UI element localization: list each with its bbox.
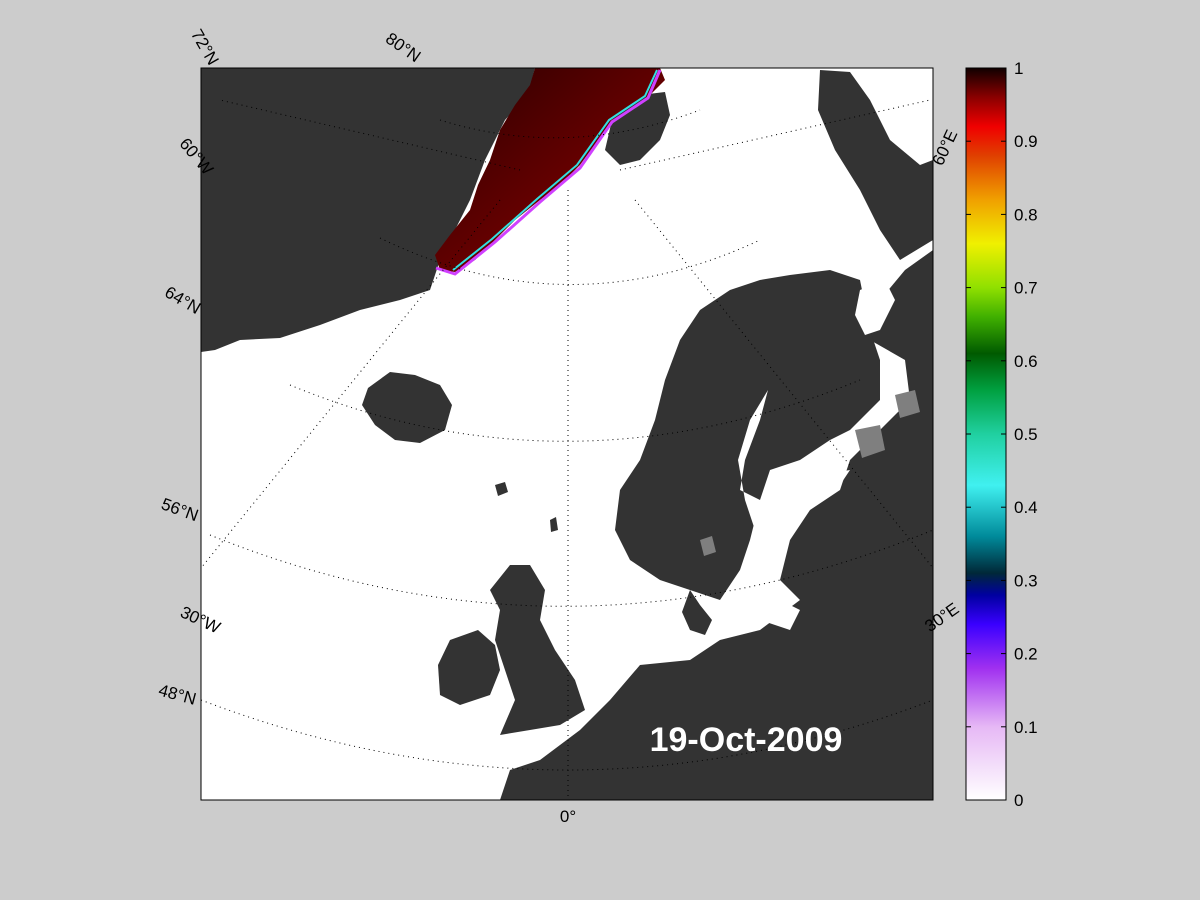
land-svalbard bbox=[605, 92, 670, 165]
colorbar-tick-label: 0.2 bbox=[1014, 645, 1038, 664]
land-iceland bbox=[362, 372, 452, 443]
colorbar-tick-label: 0.4 bbox=[1014, 498, 1038, 517]
sea-ice-edge bbox=[435, 69, 662, 276]
colorbar-tick-label: 0.6 bbox=[1014, 352, 1038, 371]
colorbar-tick-label: 0 bbox=[1014, 791, 1023, 810]
label-lat-48: 48°N bbox=[157, 681, 199, 709]
label-lat-80: 80°N bbox=[382, 29, 424, 66]
colorbar-ticks: 0 0.1 0.2 0.3 0.4 0.5 0.6 0.7 0.8 0.9 1 bbox=[966, 59, 1038, 810]
land-shetland bbox=[550, 517, 558, 532]
graticule bbox=[201, 99, 933, 800]
land-greenland bbox=[201, 68, 535, 352]
land-northeast bbox=[818, 70, 933, 260]
parallel-72 bbox=[379, 237, 761, 285]
lake-ladoga bbox=[855, 425, 885, 458]
lake-vanern bbox=[700, 536, 716, 556]
date-label: 19-Oct-2009 bbox=[650, 721, 843, 759]
baltic-sea bbox=[730, 390, 850, 630]
colorbar-tick-label: 0.3 bbox=[1014, 571, 1038, 590]
label-lon-60e: 60°E bbox=[929, 127, 962, 169]
label-lat-72: 72°N bbox=[187, 26, 222, 68]
land-great-britain bbox=[490, 565, 585, 735]
colorbar-tick-label: 0.9 bbox=[1014, 132, 1038, 151]
label-lon-0: 0° bbox=[560, 807, 576, 826]
colorbar-tick-label: 0.5 bbox=[1014, 425, 1038, 444]
label-lat-56: 56°N bbox=[159, 494, 201, 525]
meridian-30w bbox=[201, 199, 501, 569]
parallel-80 bbox=[439, 109, 701, 139]
sea-ice-edge-inner bbox=[452, 69, 658, 271]
land-ireland bbox=[438, 630, 500, 705]
colorbar: 0 0.1 0.2 0.3 0.4 0.5 0.6 0.7 0.8 0.9 1 bbox=[965, 59, 1038, 810]
colorbar-tick-label: 0.8 bbox=[1014, 205, 1038, 224]
land-scandinavia-europe bbox=[500, 250, 933, 800]
land-faroe bbox=[495, 482, 508, 496]
label-lat-64: 64°N bbox=[162, 283, 204, 318]
white-sea bbox=[855, 280, 895, 335]
land-denmark bbox=[682, 590, 712, 635]
map-frame bbox=[200, 67, 934, 801]
map-panel[interactable]: 19-Oct-2009 bbox=[200, 67, 934, 801]
sea-ice-region bbox=[435, 68, 665, 272]
colorbar-tick-label: 0.7 bbox=[1014, 279, 1038, 298]
colorbar-gradient bbox=[965, 67, 1007, 801]
colorbar-tick-label: 0.1 bbox=[1014, 718, 1038, 737]
lake-onega bbox=[895, 390, 920, 418]
colorbar-tick-label: 1 bbox=[1014, 59, 1023, 78]
